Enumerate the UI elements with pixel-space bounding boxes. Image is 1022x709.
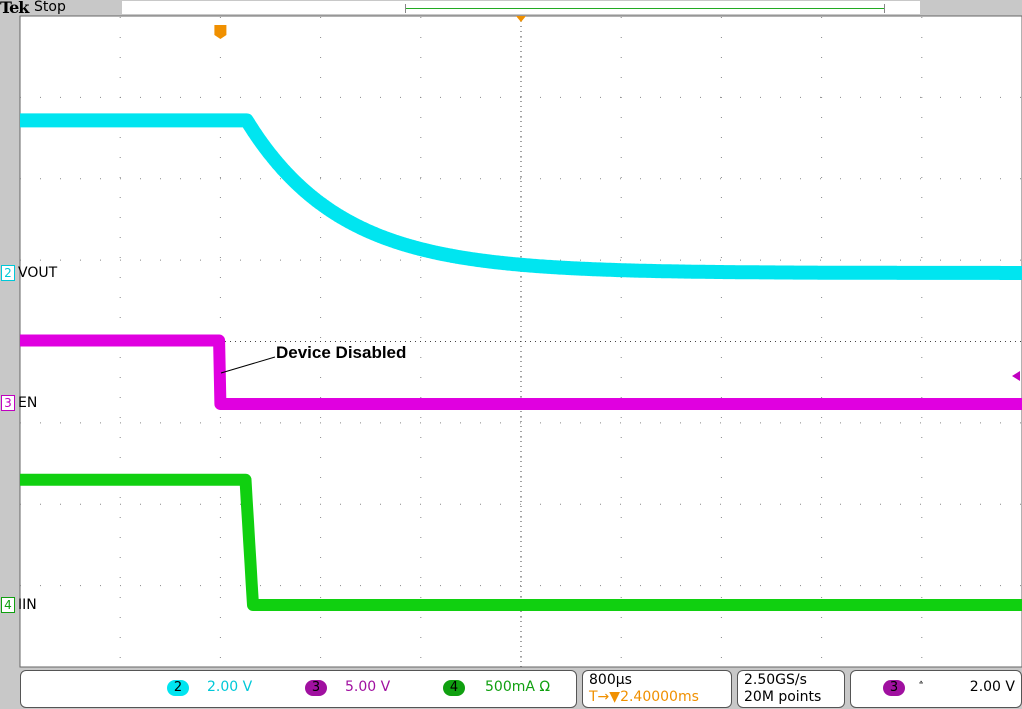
trigger-readout[interactable]: 3 ꜙ 2.00 V (850, 670, 1022, 708)
ch3-marker[interactable]: 3 (1, 395, 15, 411)
ch4-marker[interactable]: 4 (1, 597, 15, 613)
trigger-level: 2.00 V (969, 679, 1015, 695)
record-length: 20M points (744, 689, 822, 705)
ch2-name: VOUT (18, 265, 58, 281)
ch4-badge: 4 (443, 680, 465, 696)
trigger-source: 3 (883, 680, 905, 696)
ch3-label: 3 EN (1, 395, 37, 411)
trigger-marker-icon (214, 25, 227, 39)
status-bar: Tek Stop (0, 0, 1022, 17)
waveform-iin (15, 473, 1022, 611)
annotation-leader-line (220, 356, 276, 374)
ch3-name: EN (18, 395, 38, 411)
ch3-scale: 5.00 V (345, 679, 391, 695)
readout-bar: 2 2.00 V 3 5.00 V 4 500mA Ω 800µs T→▼2.4… (0, 670, 1022, 709)
ch2-scale: 2.00 V (207, 679, 253, 695)
acquisition-readout[interactable]: 2.50GS/s 20M points (737, 670, 845, 708)
waveform-display (14, 15, 1022, 668)
record-window (405, 4, 885, 13)
ch3-badge: 3 (305, 680, 327, 696)
expansion-point-icon (516, 16, 526, 22)
trigger-position: 2.40000ms (620, 689, 699, 705)
record-view-bar (122, 1, 920, 14)
sample-rate: 2.50GS/s (744, 672, 807, 688)
ch4-label: 4 IIN (1, 597, 37, 613)
timebase-readout[interactable]: 800µs T→▼2.40000ms (582, 670, 732, 708)
annotation-device-disabled: Device Disabled (276, 343, 407, 362)
waveform-vout (14, 113, 1022, 280)
ch4-name: IIN (18, 597, 37, 613)
ch2-badge: 2 (167, 680, 189, 696)
acquisition-status: Stop (34, 0, 66, 15)
ch4-scale: 500mA Ω (485, 679, 551, 695)
waveform-en (15, 334, 1022, 410)
ch2-label: 2 VOUT (1, 265, 57, 281)
ch2-marker[interactable]: 2 (1, 265, 15, 281)
brand-logo: Tek (0, 0, 29, 17)
trigger-position-icon: T→▼ (589, 689, 621, 705)
trigger-level-marker-icon (1012, 371, 1020, 381)
horizontal-scale: 800µs (589, 672, 632, 688)
channel-scales[interactable]: 2 2.00 V 3 5.00 V 4 500mA Ω (20, 670, 577, 708)
